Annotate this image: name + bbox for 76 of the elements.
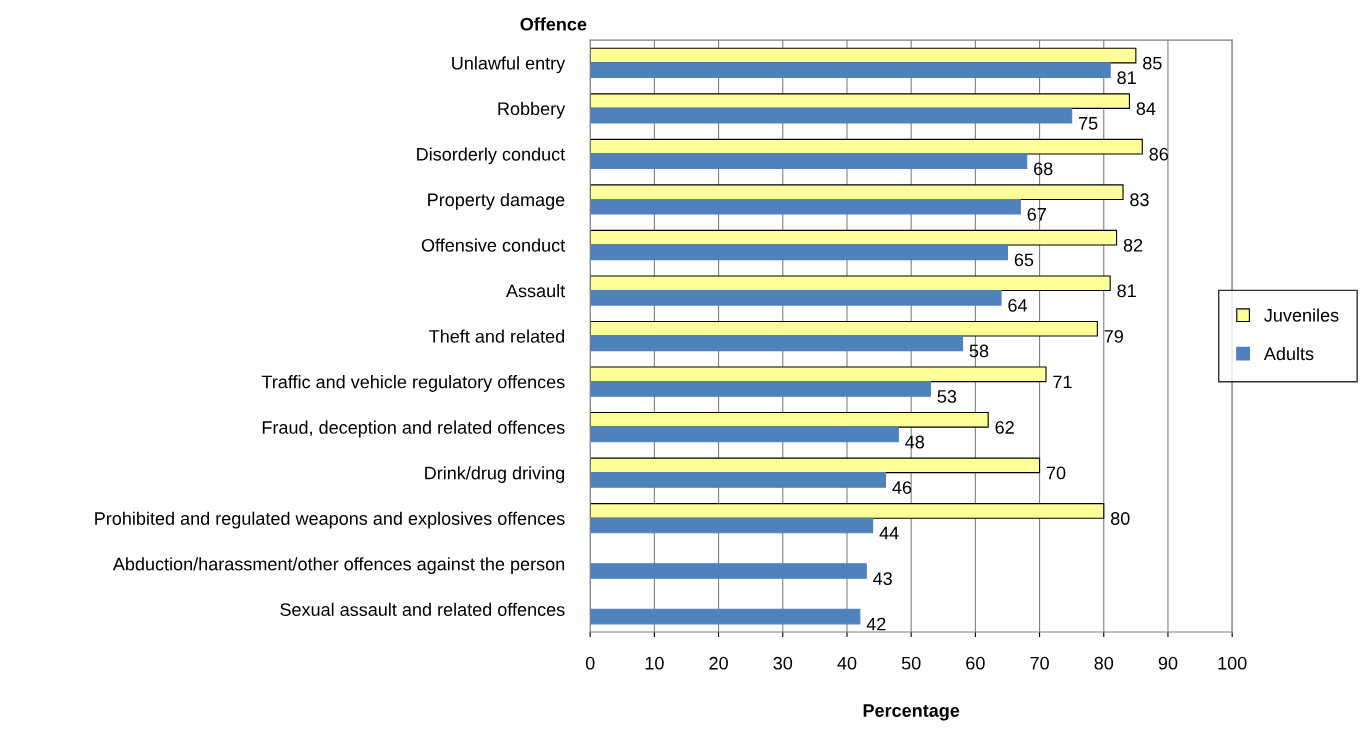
- bar: [590, 381, 931, 397]
- data-label: 44: [879, 526, 899, 540]
- data-label: 80: [1110, 512, 1130, 525]
- y-axis-title: Offence: [520, 17, 587, 31]
- x-tick-label: 60: [966, 656, 985, 670]
- data-label: 46: [892, 481, 912, 494]
- data-label: 86: [1149, 147, 1168, 161]
- y-tick-label: Offensive conduct: [421, 238, 566, 252]
- x-tick-label: 10: [645, 656, 664, 670]
- bar: [590, 244, 1009, 261]
- y-tick-label: Fraud, deception and related offences: [262, 420, 565, 438]
- y-tick-label: Theft and related: [429, 329, 565, 343]
- data-label: 43: [873, 572, 892, 585]
- x-tick-label: 20: [709, 656, 728, 670]
- data-label: 42: [866, 617, 886, 631]
- data-label: 79: [1104, 329, 1123, 343]
- bar: [590, 275, 1111, 292]
- bar: [590, 289, 1002, 306]
- y-tick-label: Property damage: [428, 192, 565, 210]
- data-label: 82: [1123, 238, 1143, 252]
- legend-label: Adults: [1263, 346, 1314, 361]
- data-label: 64: [1008, 298, 1028, 312]
- y-tick-label: Traffic and vehicle regulatory offences: [261, 375, 565, 392]
- y-tick-label: Assault: [506, 283, 566, 298]
- bar: [590, 412, 989, 428]
- x-tick-label: 100: [1218, 656, 1247, 670]
- bar: [590, 138, 1143, 155]
- x-tick-label: 40: [837, 656, 857, 670]
- x-tick-label: 50: [901, 656, 921, 670]
- data-label: 68: [1034, 162, 1053, 176]
- data-label: 84: [1136, 102, 1156, 116]
- y-tick-label: Prohibited and regulated weapons and explosives offences: [95, 511, 565, 529]
- bar: [590, 517, 874, 534]
- x-axis-title: Percentage: [863, 704, 960, 721]
- y-tick-label: Sexual assault and related offences: [280, 602, 565, 616]
- data-label: 58: [969, 344, 989, 358]
- bar: [590, 229, 1118, 246]
- bar: [590, 426, 899, 443]
- x-tick-label: 90: [1158, 656, 1178, 670]
- bar: [590, 457, 1041, 474]
- data-label: 71: [1053, 375, 1072, 389]
- bar: [590, 563, 867, 579]
- data-label: 48: [905, 435, 925, 449]
- data-label: 85: [1143, 56, 1162, 70]
- y-tick-label: Disorderly conduct: [417, 147, 566, 165]
- bar: [590, 320, 1098, 337]
- data-label: 81: [1117, 284, 1136, 298]
- x-tick-label: 70: [1030, 656, 1049, 670]
- x-tick-label: 30: [773, 656, 793, 670]
- bar: [590, 198, 1021, 215]
- bar: [590, 107, 1073, 124]
- data-label: 70: [1046, 466, 1066, 480]
- bar: [590, 366, 1047, 383]
- data-label: 62: [995, 421, 1014, 434]
- data-label: 53: [937, 390, 957, 403]
- y-tick-label: Unlawful entry: [452, 56, 566, 74]
- y-tick-label: Abduction/harassment/other offences against the person: [112, 557, 565, 575]
- bar: [590, 503, 1105, 519]
- y-tick-label: Drink/drug driving: [425, 466, 565, 483]
- bar: [590, 47, 1137, 64]
- data-label: 67: [1027, 207, 1046, 221]
- bar: [590, 608, 861, 625]
- data-label: 81: [1117, 71, 1136, 85]
- bar: [590, 184, 1124, 201]
- bar: [590, 62, 1111, 78]
- bar: [590, 93, 1130, 109]
- bar: [590, 472, 887, 488]
- data-label: 65: [1014, 253, 1034, 267]
- y-tick-label: Robbery: [498, 101, 566, 119]
- data-label: 75: [1079, 117, 1098, 130]
- x-tick-label: 80: [1094, 656, 1114, 670]
- data-label: 83: [1130, 193, 1149, 207]
- bar: [590, 153, 1028, 170]
- x-tick-label: 0: [585, 656, 595, 670]
- bar: [590, 335, 964, 352]
- legend-label: Juveniles: [1264, 308, 1339, 322]
